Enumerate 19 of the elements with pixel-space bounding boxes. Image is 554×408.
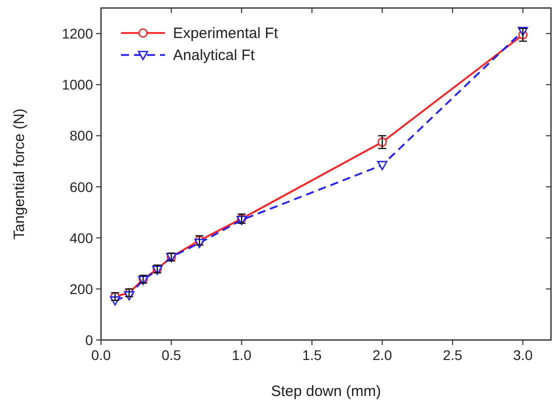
y-tick-label: 400 bbox=[70, 230, 94, 246]
x-tick-label: 2.5 bbox=[442, 347, 463, 363]
y-tick-label: 0 bbox=[85, 332, 94, 348]
y-tick-label: 200 bbox=[70, 280, 94, 297]
y-tick-label: 1000 bbox=[62, 76, 94, 93]
x-tick-label: 0.5 bbox=[162, 347, 182, 363]
y-tick-label: 1200 bbox=[62, 26, 94, 42]
y-tick-label: 600 bbox=[70, 178, 94, 195]
legend-label: Analytical Ft bbox=[173, 47, 256, 64]
y-tick-label: 800 bbox=[70, 128, 94, 144]
point bbox=[377, 160, 388, 170]
x-axis-title: Step down (mm) bbox=[270, 383, 382, 400]
legend-label: Experimental Ft bbox=[173, 25, 279, 42]
x-tick-label: 1.5 bbox=[302, 347, 322, 363]
x-tick-label: 0.0 bbox=[91, 347, 111, 363]
y-axis-title: Tangential force (N) bbox=[11, 108, 28, 240]
x-tick-label: 2.0 bbox=[372, 347, 392, 363]
x-tick-label: 3.0 bbox=[513, 347, 533, 363]
x-tick-label: 1.0 bbox=[232, 347, 252, 363]
